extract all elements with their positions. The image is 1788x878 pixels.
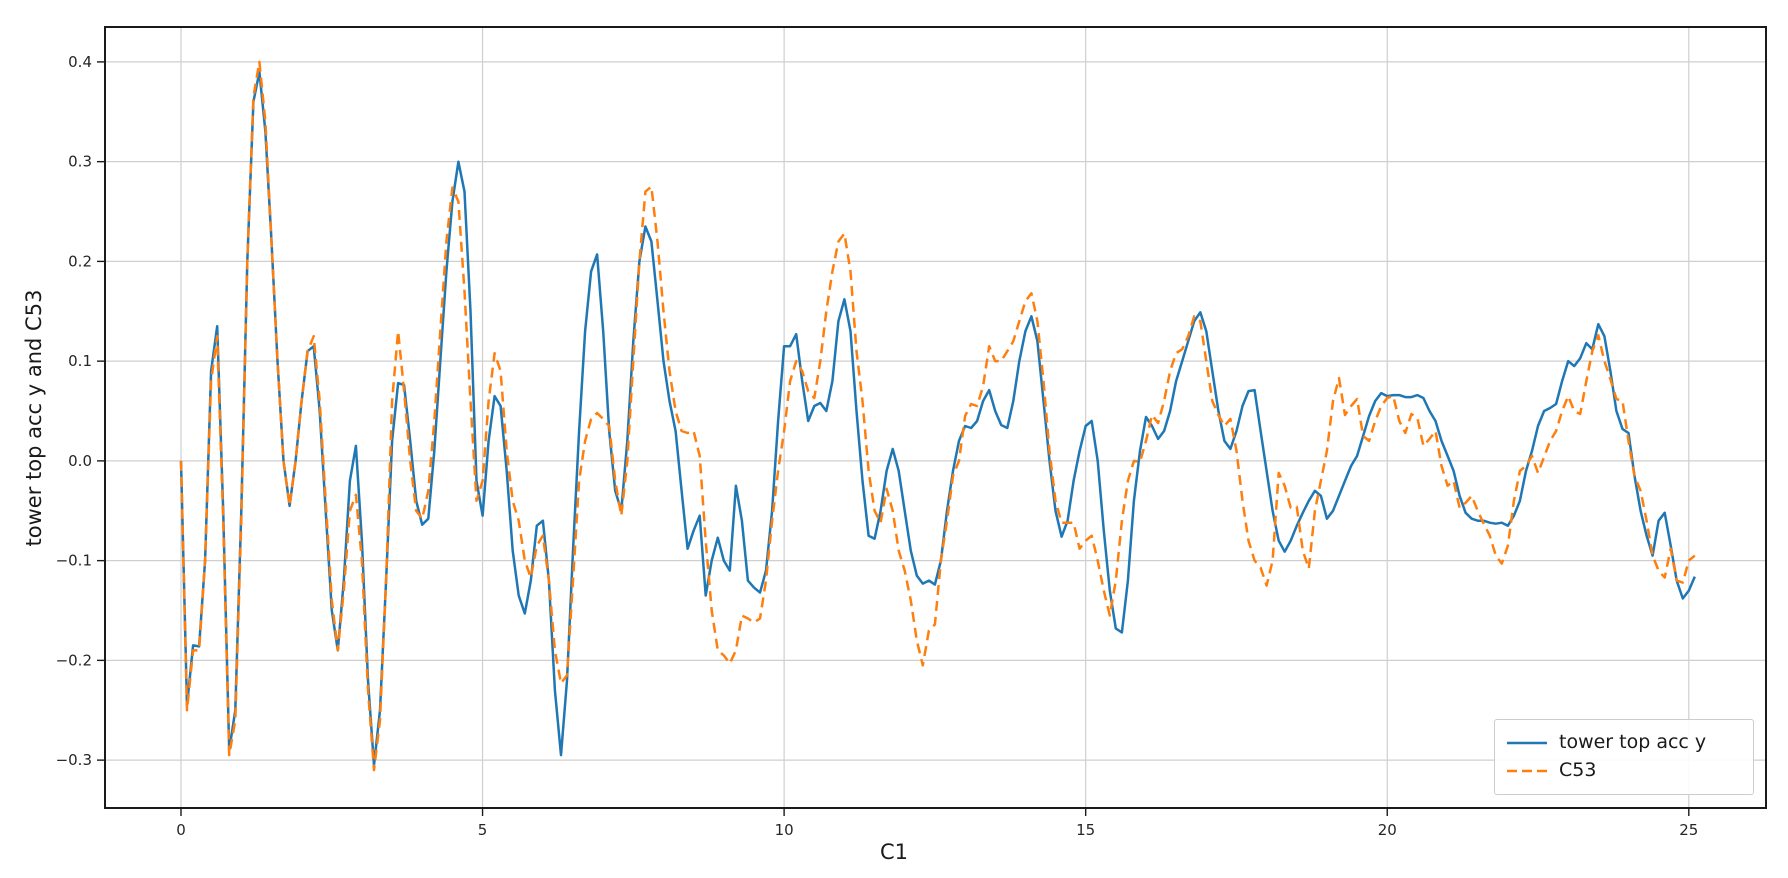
legend-line-solid-icon <box>1507 741 1547 745</box>
y-tick-label: −0.3 <box>56 751 92 769</box>
y-tick-label: 0.3 <box>68 153 92 171</box>
y-tick-label: 0.4 <box>68 53 92 71</box>
legend-label: tower top acc y <box>1559 731 1707 754</box>
legend-line-dashed-icon <box>1507 769 1547 773</box>
x-tick-label: 10 <box>775 821 794 839</box>
plot-border <box>104 26 1767 809</box>
legend-item-c53: C53 <box>1505 759 1753 783</box>
y-tick-label: 0.2 <box>68 252 92 270</box>
y-axis-label: tower top acc y and C53 <box>22 289 46 547</box>
y-tick-label: 0.0 <box>68 452 92 470</box>
x-tick-label: 0 <box>176 821 186 839</box>
x-tick-label: 15 <box>1076 821 1095 839</box>
y-tick-label: −0.1 <box>56 552 92 570</box>
y-tick-label: −0.2 <box>56 651 92 669</box>
series-line-c53 <box>179 60 1696 772</box>
x-tick-label: 25 <box>1679 821 1698 839</box>
legend: tower top acc y C53 <box>1494 719 1754 795</box>
legend-label: C53 <box>1559 759 1597 781</box>
x-tick-label: 20 <box>1378 821 1397 839</box>
y-tick-label: 0.1 <box>68 352 92 370</box>
series-line-tower-top-acc-y <box>179 70 1696 767</box>
x-axis-label: C1 <box>879 840 909 864</box>
legend-item-tower-top-acc-y: tower top acc y <box>1505 731 1753 755</box>
x-tick-label: 5 <box>478 821 488 839</box>
